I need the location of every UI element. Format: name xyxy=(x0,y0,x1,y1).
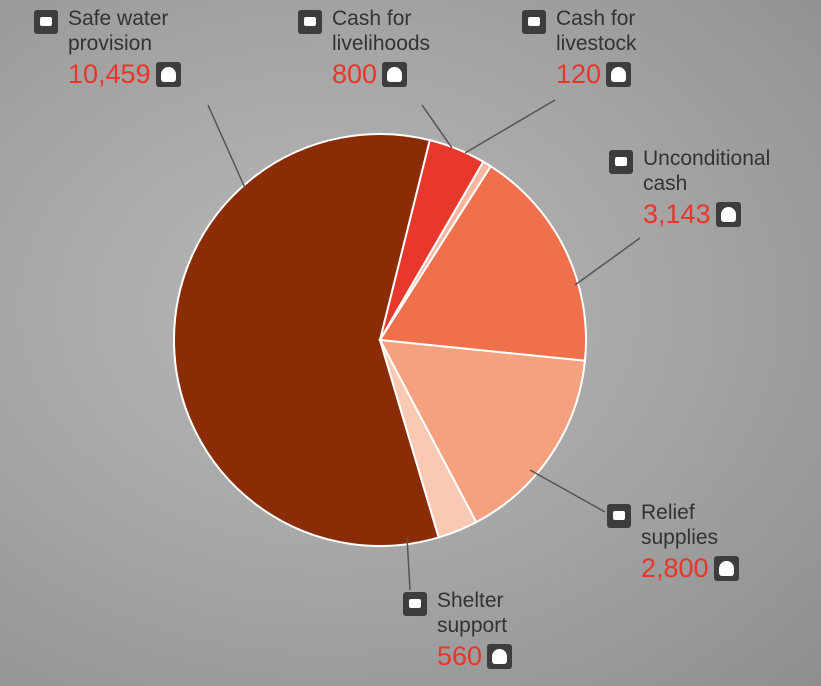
category-icon xyxy=(522,10,546,34)
category-name: Cash for livestock xyxy=(556,6,666,56)
infographic: Safe water provision10,459 Cash for livel… xyxy=(0,0,821,686)
category-icon xyxy=(607,504,631,528)
value-label: 560 xyxy=(437,641,482,672)
category-name: Cash for livelihoods xyxy=(332,6,462,56)
value-label: 800 xyxy=(332,59,377,90)
people-icon xyxy=(714,556,739,581)
people-icon xyxy=(606,62,631,87)
people-icon xyxy=(487,644,512,669)
value-label: 2,800 xyxy=(641,553,709,584)
category-icon xyxy=(34,10,58,34)
category-icon xyxy=(609,150,633,174)
leader-line xyxy=(530,470,605,512)
value-row: 3,143 xyxy=(643,199,813,230)
category-name: Unconditional cash xyxy=(643,146,813,196)
value-label: 10,459 xyxy=(68,59,151,90)
people-icon xyxy=(156,62,181,87)
value-row: 560 xyxy=(437,641,547,672)
value-row: 120 xyxy=(556,59,666,90)
category-name: Shelter support xyxy=(437,588,547,638)
leader-line xyxy=(575,238,640,285)
leader-line xyxy=(208,105,245,188)
people-icon xyxy=(716,202,741,227)
category-icon xyxy=(298,10,322,34)
value-row: 800 xyxy=(332,59,462,90)
value-label: 3,143 xyxy=(643,199,711,230)
category-name: Relief supplies xyxy=(641,500,761,550)
people-icon xyxy=(382,62,407,87)
leader-line xyxy=(465,100,555,153)
value-row: 2,800 xyxy=(641,553,761,584)
category-name: Safe water provision xyxy=(68,6,208,56)
value-row: 10,459 xyxy=(68,59,208,90)
value-label: 120 xyxy=(556,59,601,90)
category-icon xyxy=(403,592,427,616)
